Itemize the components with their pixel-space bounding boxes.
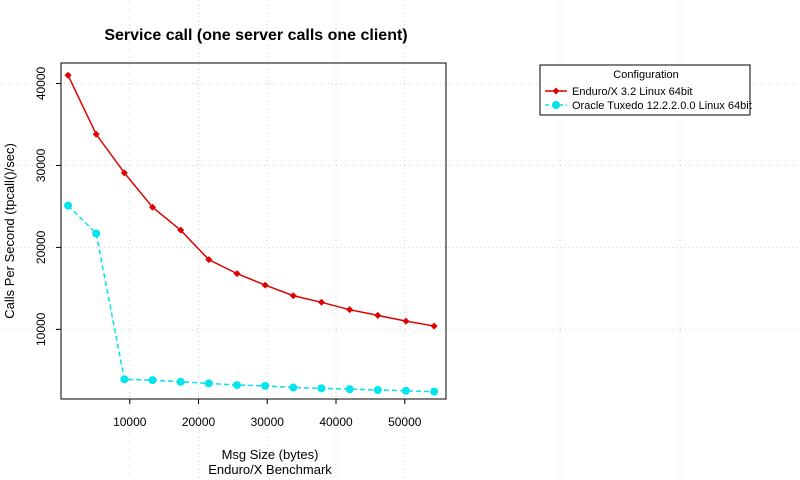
data-point — [374, 311, 382, 319]
series-line-1 — [67, 205, 435, 393]
data-point — [373, 385, 382, 394]
data-point — [149, 203, 157, 211]
legend-box — [539, 64, 751, 116]
x-tick-label: 20000 — [182, 415, 216, 429]
data-point — [64, 71, 72, 79]
x-tick-label: 10000 — [113, 415, 147, 429]
series-1 — [64, 201, 439, 396]
x-tick-label: 30000 — [251, 415, 285, 429]
series-0 — [64, 71, 438, 330]
axes: 10000 20000 30000 40000 50000 10000 20000 30000… — [34, 66, 422, 429]
data-point — [402, 317, 410, 325]
data-point — [261, 381, 270, 390]
y-axis-label: Calls Per Second (tpcall()/sec) — [2, 143, 17, 319]
data-point — [430, 387, 439, 396]
data-point — [345, 385, 354, 394]
chart-title: Service call (one server calls one clien… — [104, 27, 407, 44]
data-point — [317, 384, 326, 393]
x-axis-label: Msg Size (bytes) — [222, 447, 319, 462]
data-point — [204, 379, 213, 388]
data-point — [92, 130, 100, 138]
data-point — [177, 226, 185, 234]
data-point — [233, 381, 241, 390]
legend-label-0: Enduro/X 3.2 Linux 64bit — [572, 86, 692, 98]
x-tick-label: 50000 — [388, 415, 422, 429]
y-tick-label: 20000 — [34, 230, 48, 264]
data-point — [120, 375, 129, 384]
data-point — [148, 376, 157, 385]
legend-label-1: Oracle Tuxedo 12.2.2.0.0 Linux 64bit — [572, 100, 752, 112]
x-tick-label: 40000 — [319, 415, 353, 429]
data-point — [205, 256, 213, 264]
data-point — [346, 306, 354, 314]
data-point — [401, 386, 410, 395]
legend-marker-1 — [552, 101, 560, 109]
data-point — [289, 292, 297, 300]
series-line-0 — [67, 74, 435, 327]
chart-subtitle-benchmark: Enduro/X Benchmark — [208, 462, 332, 477]
data-point — [317, 298, 325, 306]
legend-marker-0 — [552, 87, 560, 95]
plot-area — [60, 62, 447, 400]
data-point — [289, 383, 298, 392]
legend: Configuration Enduro/X 3.2 Linux 64bit Or… — [539, 64, 752, 116]
data-point — [64, 201, 73, 210]
data-point — [120, 169, 128, 177]
data-point — [430, 322, 438, 330]
series-layer — [64, 71, 439, 396]
legend-title: Configuration — [613, 69, 678, 81]
data-point — [176, 377, 185, 386]
y-tick-label: 30000 — [34, 148, 48, 182]
y-tick-label: 10000 — [34, 312, 48, 346]
data-point — [233, 270, 241, 278]
data-point — [261, 281, 269, 289]
data-point — [92, 229, 101, 238]
y-tick-label: 40000 — [34, 66, 48, 100]
